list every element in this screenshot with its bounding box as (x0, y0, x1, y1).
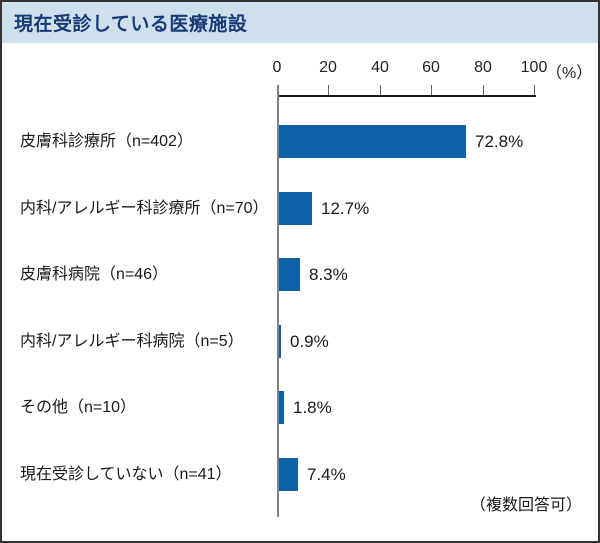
category-label: その他（n=10） (20, 399, 137, 416)
chart-title-bar: 現在受診している医療施設 (2, 2, 598, 43)
y-axis-baseline (277, 85, 279, 517)
value-label: 8.3% (309, 265, 348, 284)
x-axis-tick-label: 60 (422, 59, 440, 76)
bar (279, 125, 466, 158)
chart-title: 現在受診している医療施設 (14, 14, 248, 35)
x-axis-tick-mark (328, 85, 329, 95)
x-axis-tick-label: 80 (474, 59, 492, 76)
category-label: 現在受診していない（n=41） (20, 466, 232, 483)
x-axis-unit-label: （%） (546, 65, 593, 82)
value-label: 72.8% (475, 132, 524, 151)
category-label: 内科/アレルギー科診療所（n=70） (20, 200, 269, 217)
x-axis-tick-label: 0 (272, 59, 282, 76)
category-label: 内科/アレルギー科病院（n=5） (20, 333, 244, 350)
bar (279, 391, 284, 424)
bar (279, 325, 281, 358)
x-axis-tick-mark (431, 85, 432, 95)
x-axis-tick-mark (534, 85, 535, 95)
x-axis-tick-label: 20 (319, 59, 337, 76)
bar-chart-area: 0 20 40 60 80 100 （%） 皮膚科診療所（n=402） 72.8% 内科/アレ… (2, 43, 598, 541)
value-label: 12.7% (321, 199, 370, 218)
category-label: 皮膚科診療所（n=402） (20, 133, 193, 150)
bar (279, 258, 300, 291)
value-label: 0.9% (290, 332, 329, 351)
x-axis-line (277, 95, 536, 97)
multiple-answers-note: （複数回答可） (469, 497, 582, 514)
value-label: 1.8% (293, 398, 332, 417)
x-axis-tick-label: 100 (520, 59, 548, 76)
value-label: 7.4% (307, 465, 346, 484)
bar (279, 458, 298, 491)
category-label: 皮膚科病院（n=46） (20, 266, 169, 283)
x-axis-tick-mark (483, 85, 484, 95)
x-axis-tick-label: 40 (371, 59, 389, 76)
x-axis-tick-mark (380, 85, 381, 95)
bar (279, 192, 312, 225)
